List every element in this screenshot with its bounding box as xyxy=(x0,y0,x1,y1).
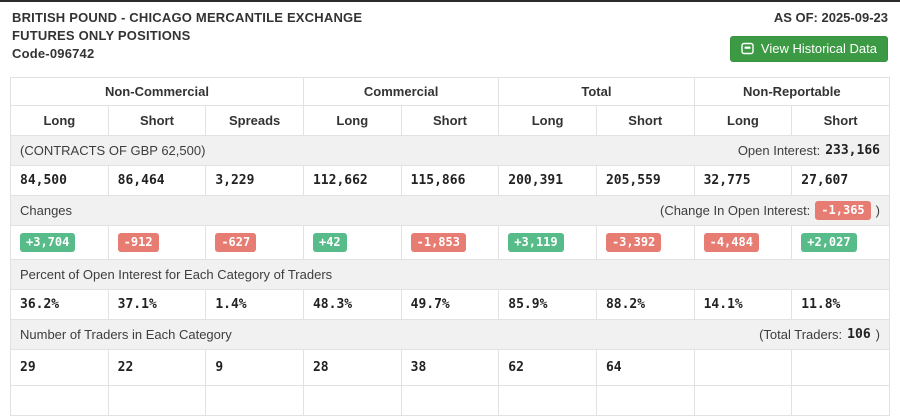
percents-row: 36.2% 37.1% 1.4% 48.3% 49.7% 85.9% 88.2%… xyxy=(10,289,890,320)
col-header-nc-short: Short xyxy=(107,105,207,136)
percent-cell: 37.1% xyxy=(107,289,207,320)
change-badge: +3,704 xyxy=(20,233,76,252)
group-header-non-commercial: Non-Commercial xyxy=(10,77,304,106)
total-traders-prefix: (Total Traders: xyxy=(759,327,843,342)
change-badge: -912 xyxy=(117,233,159,252)
percent-cell: 85.9% xyxy=(498,289,597,320)
view-historical-data-label: View Historical Data xyxy=(760,41,877,56)
percent-cell: 48.3% xyxy=(302,289,402,320)
traders-cell: 29 xyxy=(10,349,109,386)
change-cell: -627 xyxy=(205,225,304,260)
change-badge: -3,392 xyxy=(605,233,662,252)
changes-row: +3,704 -912 -627 +42 -1,853 +3,119 -3,39… xyxy=(10,225,890,260)
position-cell: 112,662 xyxy=(302,165,402,196)
total-traders-suffix: ) xyxy=(875,327,880,342)
change-cell: +3,704 xyxy=(10,225,109,260)
col-header-c-short: Short xyxy=(400,105,500,136)
col-header-t-short: Short xyxy=(595,105,695,136)
position-cell: 115,866 xyxy=(400,165,500,196)
percent-cell: 49.7% xyxy=(400,289,500,320)
percent-band-label: Percent of Open Interest for Each Catego… xyxy=(20,267,333,282)
group-header-row: Non-Commercial Commercial Total Non-Repo… xyxy=(10,77,891,106)
position-cell: 84,500 xyxy=(10,165,109,196)
changes-label: Changes xyxy=(20,203,73,218)
column-header-row: Long Short Spreads Long Short Long Short… xyxy=(10,105,890,136)
col-header-nc-long: Long xyxy=(10,105,109,136)
col-header-nr-long: Long xyxy=(693,105,793,136)
cot-positions-table: Non-Commercial Commercial Total Non-Repo… xyxy=(10,77,891,416)
as-of-date: AS OF: 2025-09-23 xyxy=(773,10,888,25)
contracts-unit-label: (CONTRACTS OF GBP 62,500) xyxy=(20,143,206,158)
change-cell: +42 xyxy=(302,225,402,260)
change-cell: +2,027 xyxy=(791,225,890,260)
change-cell: -3,392 xyxy=(595,225,695,260)
report-header: BRITISH POUND - CHICAGO MERCANTILE EXCHA… xyxy=(0,2,900,63)
change-oi-suffix: ) xyxy=(875,203,880,218)
total-traders-value: 106 xyxy=(847,327,871,342)
changes-band-row: Changes (Change In Open Interest: -1,365… xyxy=(10,195,890,226)
clipped-next-row xyxy=(10,385,890,416)
traders-cell: 62 xyxy=(498,349,597,386)
change-badge: -627 xyxy=(215,233,257,252)
change-oi-badge: -1,365 xyxy=(815,201,871,220)
traders-cell: 9 xyxy=(205,349,304,386)
col-header-c-long: Long xyxy=(302,105,402,136)
open-interest-label: Open Interest: xyxy=(737,143,821,158)
calendar-icon xyxy=(741,42,754,55)
position-cell: 3,229 xyxy=(205,165,304,196)
report-code: Code-096742 xyxy=(12,46,95,61)
change-cell: -4,484 xyxy=(693,225,793,260)
group-header-non-reportable: Non-Reportable xyxy=(693,77,891,106)
group-header-commercial: Commercial xyxy=(302,77,500,106)
open-interest-value: 233,166 xyxy=(825,143,880,158)
position-cell: 32,775 xyxy=(693,165,793,196)
change-cell: -1,853 xyxy=(400,225,500,260)
change-badge: +3,119 xyxy=(508,233,564,252)
change-cell: +3,119 xyxy=(498,225,597,260)
percent-cell: 36.2% xyxy=(10,289,109,320)
traders-cell: 38 xyxy=(400,349,500,386)
traders-cell xyxy=(791,349,890,386)
percent-cell: 14.1% xyxy=(693,289,793,320)
traders-band-label: Number of Traders in Each Category xyxy=(20,327,232,342)
traders-band-row: Number of Traders in Each Category (Tota… xyxy=(10,319,890,350)
percent-cell: 11.8% xyxy=(791,289,890,320)
traders-cell: 28 xyxy=(302,349,402,386)
traders-cell xyxy=(693,349,793,386)
position-cell: 27,607 xyxy=(791,165,890,196)
positions-row: 84,500 86,464 3,229 112,662 115,866 200,… xyxy=(10,165,890,196)
report-title-block: BRITISH POUND - CHICAGO MERCANTILE EXCHA… xyxy=(12,9,362,63)
change-cell: -912 xyxy=(107,225,207,260)
col-header-nc-spreads: Spreads xyxy=(205,105,304,136)
change-badge: -1,853 xyxy=(410,233,466,252)
position-cell: 200,391 xyxy=(498,165,597,196)
traders-row: 29 22 9 28 38 62 64 xyxy=(10,349,890,386)
position-cell: 205,559 xyxy=(595,165,695,196)
position-cell: 86,464 xyxy=(107,165,207,196)
percent-cell: 1.4% xyxy=(205,289,304,320)
change-badge: -4,484 xyxy=(703,233,759,252)
view-historical-data-button[interactable]: View Historical Data xyxy=(729,36,888,62)
group-header-total: Total xyxy=(498,77,695,106)
change-badge: +42 xyxy=(312,233,347,252)
change-badge: +2,027 xyxy=(801,233,857,252)
percent-band-row: Percent of Open Interest for Each Catego… xyxy=(10,259,890,290)
percent-cell: 88.2% xyxy=(595,289,695,320)
col-header-t-long: Long xyxy=(498,105,597,136)
col-header-nr-short: Short xyxy=(791,105,890,136)
change-oi-prefix: (Change In Open Interest: xyxy=(659,203,811,218)
traders-cell: 22 xyxy=(107,349,207,386)
report-title: BRITISH POUND - CHICAGO MERCANTILE EXCHA… xyxy=(12,10,363,25)
contracts-band-row: (CONTRACTS OF GBP 62,500) Open Interest:… xyxy=(10,135,890,166)
report-subtitle: FUTURES ONLY POSITIONS xyxy=(12,28,191,43)
traders-cell: 64 xyxy=(595,349,695,386)
report-header-right: AS OF: 2025-09-23 View Historical Data xyxy=(729,9,888,62)
